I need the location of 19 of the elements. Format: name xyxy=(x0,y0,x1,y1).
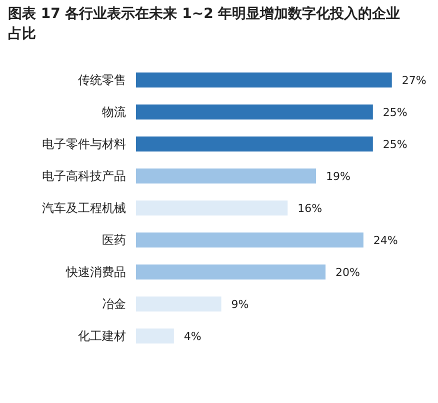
data-label: 16% xyxy=(298,202,322,215)
data-label: 25% xyxy=(382,106,408,119)
y-tick-label: 物流 xyxy=(102,105,126,119)
data-label: 4% xyxy=(184,330,202,343)
title: 图表 17 各行业表示在未来 1~2 年明显增加数字化投入的企业占比 xyxy=(8,6,400,42)
y-tick-label: 冶金 xyxy=(102,297,126,311)
data-label: 9% xyxy=(231,298,249,311)
y-tick-label: 医药 xyxy=(102,233,126,247)
data-label: 20% xyxy=(336,266,360,279)
y-tick-label: 传统零售 xyxy=(78,73,126,87)
data-label: 25% xyxy=(382,138,408,151)
data-label: 27% xyxy=(402,74,426,87)
y-tick-label: 电子高科技产品 xyxy=(42,169,126,183)
data-label: 19% xyxy=(326,170,350,183)
y-tick-label: 电子零件与材料 xyxy=(42,137,126,151)
data-label: 24% xyxy=(373,234,398,247)
y-tick-label: 汽车及工程机械 xyxy=(42,201,126,215)
y-tick-label: 化工建材 xyxy=(78,329,126,343)
y-tick-label: 快速消费品 xyxy=(65,265,126,279)
